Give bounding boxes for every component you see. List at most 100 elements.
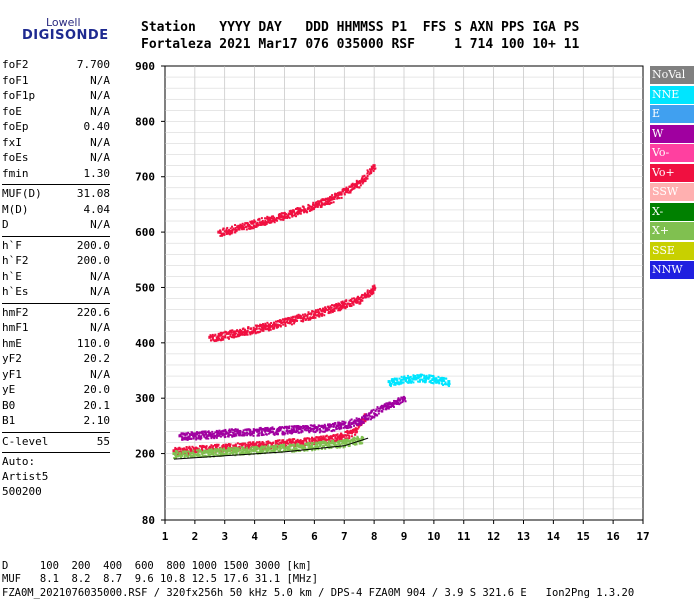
param-name: B0 — [2, 398, 16, 412]
echo-point — [219, 334, 222, 337]
echo-point — [338, 307, 341, 310]
echo-point — [183, 450, 186, 453]
param-name: B1 — [2, 414, 16, 427]
echo-point — [336, 433, 339, 436]
echo-point — [221, 447, 224, 450]
echo-point — [295, 430, 298, 433]
echo-point — [228, 449, 231, 452]
echo-point — [225, 450, 228, 453]
echo-point — [397, 397, 400, 400]
echo-point — [323, 202, 326, 205]
echo-point — [425, 379, 428, 382]
echo-point — [311, 447, 314, 450]
echo-point — [340, 427, 343, 430]
echo-point — [243, 333, 246, 336]
echo-point — [323, 314, 326, 317]
trace-point — [357, 180, 361, 184]
echo-point — [348, 299, 351, 302]
echo-point — [318, 200, 321, 203]
echo-point — [355, 300, 358, 303]
echo-point — [366, 418, 369, 421]
echo-point — [209, 448, 212, 451]
echo-point — [181, 448, 184, 451]
echo-point — [256, 331, 259, 334]
echo-point — [217, 443, 220, 446]
echo-point — [221, 433, 224, 436]
echo-point — [314, 445, 317, 448]
echo-point — [309, 317, 312, 320]
echo-point — [224, 443, 227, 446]
echo-point — [284, 447, 287, 450]
y-tick-label: 600 — [135, 226, 155, 239]
echo-point — [258, 440, 261, 443]
param-value: 110.0 — [76, 336, 110, 350]
distance-row: D 100 200 400 600 800 1000 1500 3000 [km… — [2, 560, 312, 572]
echo-point — [183, 455, 186, 458]
echo-point — [354, 422, 357, 425]
echo-point — [355, 443, 358, 446]
echo-point — [243, 452, 246, 455]
echo-point — [216, 335, 219, 338]
echo-point — [247, 224, 250, 227]
echo-point — [331, 442, 334, 445]
param-value: N/A — [90, 321, 110, 334]
echo-point — [329, 201, 332, 204]
echo-point — [291, 210, 294, 213]
echo-point — [259, 323, 262, 326]
echo-point — [227, 433, 230, 436]
trace-point — [238, 429, 242, 433]
echo-point — [200, 435, 203, 438]
echo-point — [322, 310, 325, 313]
echo-point — [407, 379, 410, 382]
echo-point — [340, 196, 343, 199]
echo-point — [234, 443, 237, 446]
echo-point — [295, 448, 298, 451]
echo-point — [292, 428, 295, 431]
digisonde-logo: Lowell DIGISONDE — [6, 6, 108, 46]
echo-point — [320, 439, 323, 442]
echo-point — [370, 289, 373, 292]
echo-point — [234, 227, 237, 230]
echo-point — [306, 315, 309, 318]
echo-point — [215, 453, 218, 456]
x-tick-label: 6 — [311, 530, 318, 543]
echo-point — [228, 428, 231, 431]
echo-point — [233, 429, 236, 432]
echo-point — [280, 212, 283, 215]
echo-point — [297, 425, 300, 428]
echo-point — [438, 382, 441, 385]
echo-point — [315, 445, 318, 448]
param-value: N/A — [90, 367, 110, 381]
echo-point — [202, 445, 205, 448]
echo-point — [273, 447, 276, 450]
echo-point — [355, 442, 358, 445]
echo-point — [293, 322, 296, 325]
echo-point — [240, 434, 243, 437]
echo-point — [228, 450, 231, 453]
echo-point — [361, 297, 364, 300]
echo-point — [420, 378, 423, 381]
echo-point — [351, 188, 354, 191]
param-row: fmin 1.30 — [2, 167, 110, 183]
echo-point — [253, 328, 256, 331]
trace-point — [357, 297, 361, 301]
echo-point — [334, 422, 337, 425]
echo-point — [308, 426, 311, 429]
echo-point — [266, 325, 269, 328]
echo-point — [329, 310, 332, 313]
echo-point — [231, 334, 234, 337]
echo-point — [299, 439, 302, 442]
echo-point — [297, 313, 300, 316]
echo-point — [402, 381, 405, 384]
echo-point — [222, 338, 225, 341]
echo-point — [254, 225, 257, 228]
echo-point — [349, 189, 352, 192]
echo-point — [229, 333, 232, 336]
echo-point — [323, 437, 326, 440]
echo-point — [241, 333, 244, 336]
echo-point — [293, 214, 296, 217]
echo-point — [239, 432, 242, 435]
echo-point — [357, 422, 360, 425]
echo-point — [256, 448, 259, 451]
echo-point — [349, 298, 352, 301]
